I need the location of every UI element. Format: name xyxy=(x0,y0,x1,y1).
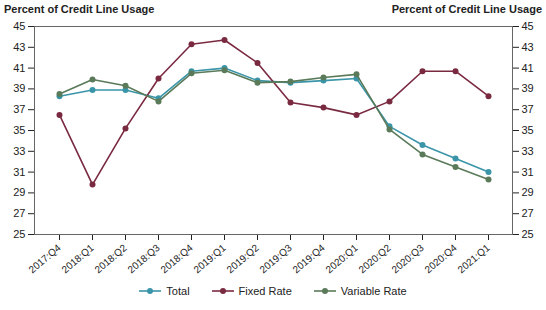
html-text:Fixed Rate: Fixed Rate xyxy=(238,285,292,297)
svg-text:41: 41 xyxy=(13,62,25,74)
svg-text:2020:Q4: 2020:Q4 xyxy=(422,242,459,275)
html-text:Variable Rate: Variable Rate xyxy=(340,285,407,297)
svg-text:2019:Q4: 2019:Q4 xyxy=(290,242,327,275)
svg-text:31: 31 xyxy=(522,166,534,178)
svg-text:2020:Q3: 2020:Q3 xyxy=(389,242,426,275)
svg-text:33: 33 xyxy=(522,145,534,157)
svg-text:25: 25 xyxy=(13,228,25,240)
svg-text:27: 27 xyxy=(13,207,25,219)
svg-text:2020:Q1: 2020:Q1 xyxy=(323,242,360,275)
svg-text:37: 37 xyxy=(522,103,534,115)
svg-text:2019:Q1: 2019:Q1 xyxy=(191,242,228,275)
svg-text:2020:Q2: 2020:Q2 xyxy=(356,242,393,275)
svg-text:43: 43 xyxy=(522,41,534,53)
svg-text:39: 39 xyxy=(13,82,25,94)
svg-text:27: 27 xyxy=(522,207,534,219)
svg-text:33: 33 xyxy=(13,145,25,157)
svg-text:2018:Q4: 2018:Q4 xyxy=(158,242,195,275)
svg-text:35: 35 xyxy=(13,124,25,136)
svg-text:25: 25 xyxy=(522,228,534,240)
svg-text:2019:Q2: 2019:Q2 xyxy=(224,242,261,275)
svg-text:43: 43 xyxy=(13,41,25,53)
svg-text:2017:Q4: 2017:Q4 xyxy=(26,242,63,275)
svg-text:29: 29 xyxy=(13,186,25,198)
svg-text:45: 45 xyxy=(522,20,534,32)
svg-text:29: 29 xyxy=(522,186,534,198)
svg-text:31: 31 xyxy=(13,166,25,178)
svg-text:2018:Q3: 2018:Q3 xyxy=(125,242,162,275)
svg-text:2018:Q1: 2018:Q1 xyxy=(59,242,96,275)
svg-text:41: 41 xyxy=(522,62,534,74)
html-text:Total: Total xyxy=(166,285,190,297)
svg-text:35: 35 xyxy=(522,124,534,136)
svg-text:2018:Q2: 2018:Q2 xyxy=(92,242,129,275)
svg-text:2021:Q1: 2021:Q1 xyxy=(455,242,492,275)
svg-text:45: 45 xyxy=(13,20,25,32)
svg-text:39: 39 xyxy=(522,82,534,94)
svg-text:37: 37 xyxy=(13,103,25,115)
svg-text:2019:Q3: 2019:Q3 xyxy=(257,242,294,275)
html-text:Percent of Credit Line Usage: Percent of Credit Line Usage xyxy=(4,3,155,15)
html-text:Percent of Credit Line Usage: Percent of Credit Line Usage xyxy=(391,3,542,15)
